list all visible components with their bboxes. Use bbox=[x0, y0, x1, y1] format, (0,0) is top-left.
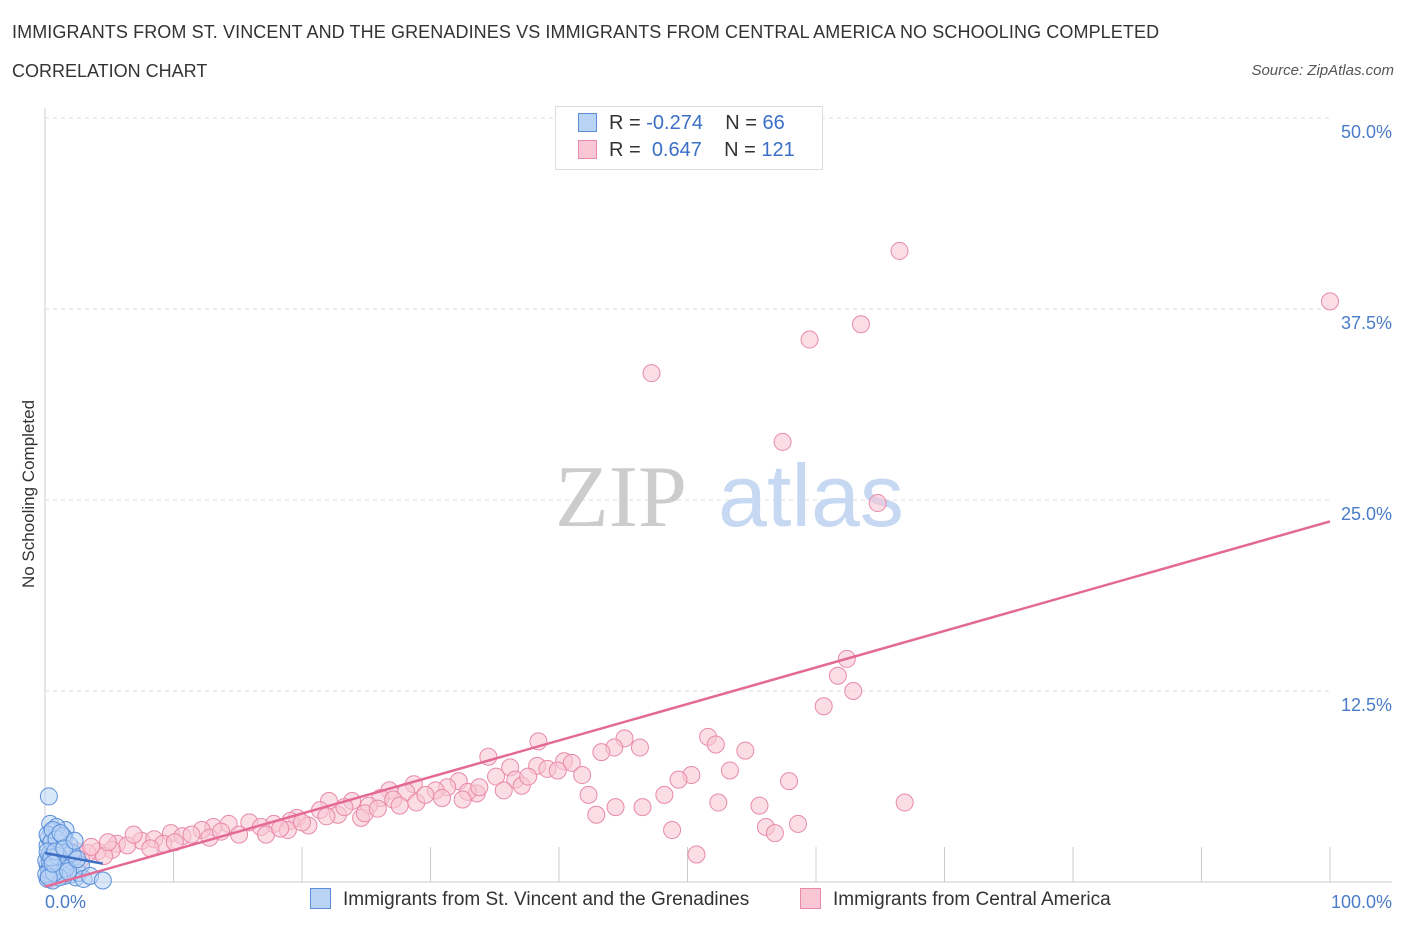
legend-r-label-blue: R = bbox=[609, 112, 641, 134]
st-vincent-trend-line bbox=[44, 851, 104, 865]
central-america-point bbox=[890, 241, 909, 260]
st-vincent-point bbox=[43, 854, 62, 873]
central-america-point bbox=[780, 772, 799, 791]
central-america-point bbox=[587, 805, 606, 824]
central-america-point bbox=[736, 741, 755, 760]
axes bbox=[44, 108, 1392, 883]
y-tick-label: 50.0% bbox=[1341, 122, 1392, 142]
central-america-point bbox=[633, 798, 652, 817]
central-america-point bbox=[800, 330, 819, 349]
series-central-america-points bbox=[39, 241, 1339, 888]
legend-r-label-pink: R = bbox=[609, 139, 641, 161]
central-america-point bbox=[416, 785, 435, 804]
series-st-vincent-points bbox=[37, 787, 112, 890]
central-america-point bbox=[487, 767, 506, 786]
central-america-point bbox=[562, 753, 581, 772]
bottom-legend-central-america: Immigrants from Central America bbox=[800, 888, 1111, 911]
x-tick-label-min: 0.0% bbox=[45, 892, 86, 912]
central-america-point bbox=[789, 814, 808, 833]
y-tick-label: 25.0% bbox=[1341, 504, 1392, 524]
bottom-legend-swatch-blue bbox=[310, 888, 331, 909]
central-america-point bbox=[470, 778, 489, 797]
central-america-point bbox=[814, 697, 833, 716]
central-america-point bbox=[606, 798, 625, 817]
legend-n-label-blue: N = bbox=[725, 112, 757, 134]
watermark-zip: ZIP bbox=[555, 449, 687, 546]
central-america-point bbox=[433, 788, 452, 807]
stats-legend: R = -0.274 N = 66 R = 0.647 N = 121 bbox=[555, 106, 823, 170]
central-america-point bbox=[765, 824, 784, 843]
central-america-point bbox=[663, 821, 682, 840]
legend-swatch-blue bbox=[578, 113, 597, 132]
grid-lines bbox=[45, 117, 1330, 692]
st-vincent-point bbox=[93, 871, 112, 890]
legend-swatch-pink bbox=[578, 140, 597, 159]
central-america-point bbox=[548, 761, 567, 780]
y-tick-label: 37.5% bbox=[1341, 313, 1392, 333]
bottom-legend-st-vincent: Immigrants from St. Vincent and the Gren… bbox=[310, 888, 749, 911]
central-america-point bbox=[453, 790, 472, 809]
source-credit: Source: ZipAtlas.com bbox=[1251, 62, 1394, 79]
chart-subtitle: CORRELATION CHART bbox=[12, 61, 208, 81]
legend-r-value-blue: -0.274 bbox=[646, 112, 703, 134]
bottom-legend-label-blue: Immigrants from St. Vincent and the Gren… bbox=[343, 889, 750, 910]
legend-n-value-pink: 121 bbox=[761, 139, 795, 161]
st-vincent-point bbox=[39, 787, 58, 806]
central-america-point bbox=[844, 682, 863, 700]
central-america-point bbox=[642, 364, 661, 383]
central-america-point bbox=[494, 781, 513, 800]
central-america-trend-line bbox=[44, 520, 1331, 888]
central-america-point bbox=[182, 825, 201, 844]
central-america-point bbox=[773, 432, 792, 451]
y-tick-label: 12.5% bbox=[1341, 695, 1392, 715]
chart-title: IMMIGRANTS FROM ST. VINCENT AND THE GREN… bbox=[12, 22, 1160, 42]
legend-n-value-blue: 66 bbox=[762, 112, 785, 134]
central-america-point bbox=[895, 793, 914, 812]
central-america-point bbox=[669, 770, 688, 789]
legend-n-label-pink: N = bbox=[724, 139, 756, 161]
central-america-point bbox=[687, 845, 706, 864]
central-america-point bbox=[706, 735, 725, 754]
central-america-point bbox=[124, 825, 143, 844]
central-america-point bbox=[709, 793, 728, 812]
central-america-point bbox=[317, 807, 336, 826]
st-vincent-point bbox=[65, 831, 84, 850]
trend-lines bbox=[44, 520, 1331, 888]
central-america-point bbox=[720, 761, 739, 780]
legend-r-value-pink: 0.647 bbox=[651, 139, 702, 161]
central-america-point bbox=[592, 743, 611, 762]
central-america-point bbox=[868, 494, 887, 513]
central-america-point bbox=[750, 796, 769, 815]
central-america-point bbox=[851, 315, 870, 334]
watermark: ZIP atlas bbox=[555, 446, 904, 546]
legend-row-central-america: R = 0.647 N = 121 bbox=[578, 139, 795, 165]
central-america-point bbox=[519, 767, 538, 786]
central-america-point bbox=[828, 666, 847, 685]
central-america-point bbox=[579, 785, 598, 804]
legend-row-st-vincent: R = -0.274 N = 66 bbox=[578, 112, 785, 138]
central-america-point bbox=[630, 738, 649, 757]
central-america-point bbox=[368, 799, 387, 818]
tick-labels: 12.5% 25.0% 37.5% 50.0% 0.0% 100.0% bbox=[45, 122, 1392, 912]
central-america-point bbox=[98, 833, 117, 852]
bottom-legend-swatch-pink bbox=[800, 888, 821, 909]
central-america-point bbox=[655, 785, 674, 804]
central-america-point bbox=[1321, 292, 1339, 311]
central-america-point bbox=[390, 796, 409, 815]
bottom-legend-label-pink: Immigrants from Central America bbox=[833, 889, 1111, 910]
central-america-point bbox=[82, 837, 101, 856]
x-tick-label-max: 100.0% bbox=[1331, 892, 1392, 912]
central-america-point bbox=[573, 766, 592, 785]
y-axis-label: No Schooling Completed bbox=[19, 400, 38, 588]
